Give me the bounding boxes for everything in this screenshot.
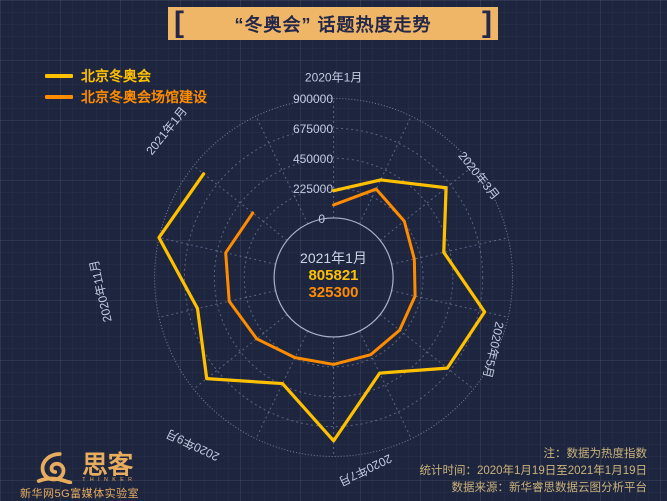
svg-text:T H I N K E R: T H I N K E R: [82, 477, 133, 483]
svg-text:思客: 思客: [82, 451, 134, 480]
